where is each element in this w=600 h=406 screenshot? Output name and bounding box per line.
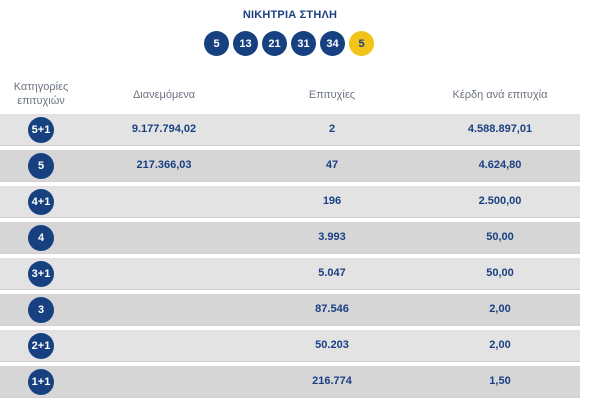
table-row: 5 217.366,03 47 4.624,80 <box>0 150 580 182</box>
table-row: 2+1 50.203 2,00 <box>0 330 580 362</box>
distributed-cell: 217.366,03 <box>136 159 192 171</box>
table-row: 3+1 5.047 50,00 <box>0 258 580 290</box>
successes-cell: 5.047 <box>318 267 346 279</box>
winning-number-ball: 13 <box>233 31 258 56</box>
table-row: 3 87.546 2,00 <box>0 294 580 326</box>
successes-cell: 50.203 <box>315 339 349 351</box>
successes-cell: 2 <box>328 123 336 135</box>
category-badge: 4 <box>28 225 54 251</box>
successes-cell: 196 <box>322 195 342 207</box>
prize-cell: 50,00 <box>486 231 514 243</box>
header-prize-per-success: Κέρδη ανά επιτυχία <box>452 89 548 101</box>
header-distributed: Διανεμόμενα <box>132 89 196 101</box>
successes-cell: 87.546 <box>315 303 349 315</box>
distributed-cell: 9.177.794,02 <box>131 123 197 135</box>
header-category: Κατηγορίες επιτυχιών <box>13 81 69 107</box>
results-table-header: Κατηγορίες επιτυχιών Διανεμόμενα Επιτυχί… <box>0 72 580 112</box>
successes-cell: 47 <box>325 159 339 171</box>
category-badge: 1+1 <box>28 369 54 395</box>
successes-cell: 3.993 <box>318 231 346 243</box>
winning-number-ball: 5 <box>204 31 229 56</box>
winning-numbers: 5 13 21 31 34 5 <box>204 31 374 56</box>
category-badge: 3+1 <box>28 261 54 287</box>
table-row: 4 3.993 50,00 <box>0 222 580 254</box>
table-row: 4+1 196 2.500,00 <box>0 186 580 218</box>
joker-number-ball: 5 <box>349 31 374 56</box>
category-badge: 2+1 <box>28 333 54 359</box>
prize-cell: 2.500,00 <box>478 195 522 207</box>
results-table: 5+1 9.177.794,02 2 4.588.897,01 5 217.36… <box>0 114 580 402</box>
prize-cell: 50,00 <box>486 267 514 279</box>
winning-number-ball: 34 <box>320 31 345 56</box>
header-successes: Επιτυχίες <box>308 89 356 101</box>
table-row: 5+1 9.177.794,02 2 4.588.897,01 <box>0 114 580 146</box>
prize-cell: 1,50 <box>489 375 511 387</box>
category-badge: 4+1 <box>28 189 54 215</box>
winning-number-ball: 21 <box>262 31 287 56</box>
prize-cell: 2,00 <box>489 339 511 351</box>
winning-column-title: ΝΙΚΗΤΡΙΑ ΣΤΗΛΗ <box>242 9 338 21</box>
prize-cell: 4.624,80 <box>478 159 522 171</box>
category-badge: 5 <box>28 153 54 179</box>
successes-cell: 216.774 <box>312 375 352 387</box>
category-badge: 3 <box>28 297 54 323</box>
table-row: 1+1 216.774 1,50 <box>0 366 580 398</box>
prize-cell: 4.588.897,01 <box>467 123 533 135</box>
category-badge: 5+1 <box>28 117 54 143</box>
winning-number-ball: 31 <box>291 31 316 56</box>
prize-cell: 2,00 <box>489 303 511 315</box>
